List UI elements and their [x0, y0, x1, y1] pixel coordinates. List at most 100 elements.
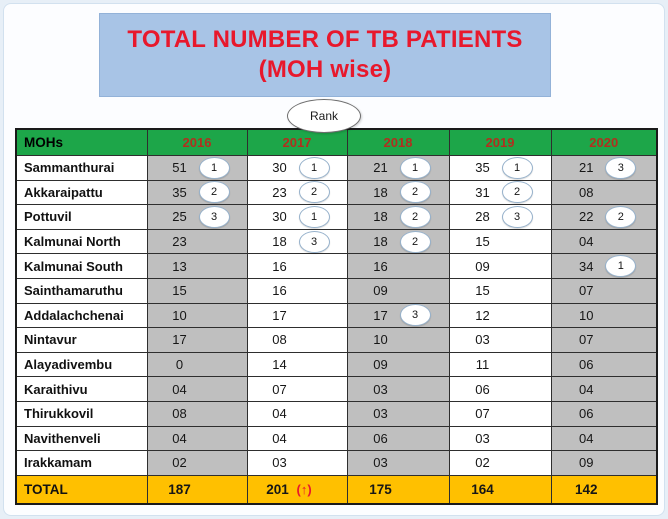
tb-count-cell: 15	[448, 228, 552, 255]
rank-circle: 2	[399, 181, 431, 204]
year-column-header: 2017	[246, 128, 348, 156]
year-column-header: 2019	[448, 128, 552, 156]
tb-count-cell: 04	[550, 228, 658, 255]
tb-count-value: 15	[475, 234, 490, 250]
tb-count-value: 03	[272, 455, 287, 471]
moh-name-cell: Alayadivembu	[15, 351, 148, 378]
tb-count-cell: 03	[246, 450, 348, 476]
rank-circle: 3	[198, 205, 230, 228]
rank-legend-label: Rank	[309, 109, 338, 123]
tb-count-value: 09	[579, 455, 594, 471]
tb-count-value: 07	[579, 283, 594, 299]
tb-count-cell: 51 1	[146, 155, 248, 181]
table-row: Kalmunai North 23 18 3 18 2 15 04	[15, 228, 658, 255]
tb-count-cell: 34 1	[550, 253, 658, 279]
tb-count-value: 18	[272, 234, 287, 250]
tb-count-value: 06	[373, 430, 388, 446]
total-label-cell: TOTAL	[15, 474, 148, 505]
tb-count-value: 03	[373, 455, 388, 471]
tb-count-value: 23	[172, 234, 187, 250]
table-row: Irakkamam 02 03 03 02 09	[15, 450, 658, 476]
tb-count-value: 04	[272, 430, 287, 446]
tb-count-cell: 02	[146, 450, 248, 476]
tb-count-value: 51	[172, 160, 187, 176]
slide: TOTAL NUMBER OF TB PATIENTS (MOH wise) R…	[3, 3, 665, 516]
tb-count-cell: 21 1	[346, 155, 450, 181]
table-row: Alayadivembu 0 14 09 11 06	[15, 351, 658, 378]
moh-name-cell: Kalmunai North	[15, 228, 148, 255]
total-row: TOTAL 187 201 (↑) 175 164 142	[15, 474, 658, 505]
tb-count-cell: 08	[550, 179, 658, 206]
tb-count-cell: 15	[448, 277, 552, 304]
tb-count-value: 15	[475, 283, 490, 299]
tb-count-value: 04	[172, 430, 187, 446]
rank-circle: 1	[399, 156, 431, 179]
tb-count-cell: 09	[550, 450, 658, 476]
total-value: 201	[266, 481, 289, 497]
tb-count-value: 09	[373, 283, 388, 299]
tb-count-cell: 21 3	[550, 155, 658, 181]
tb-count-value: 16	[373, 258, 388, 274]
table-header-row: MOHs 2016 2017 2018 2019 2020	[15, 128, 658, 156]
rank-circle: 3	[298, 230, 330, 253]
tb-count-cell: 18 2	[346, 228, 450, 255]
tb-count-value: 16	[272, 258, 287, 274]
tb-count-value: 21	[579, 160, 594, 176]
tb-count-cell: 14	[246, 351, 348, 378]
table-row: Sammanthurai 51 1 30 1 21 1 35 1 21 3	[15, 155, 658, 181]
tb-count-cell: 13	[146, 253, 248, 279]
tb-count-cell: 23	[146, 228, 248, 255]
tb-count-value: 03	[373, 381, 388, 397]
tb-count-value: 06	[579, 406, 594, 422]
moh-name-cell: Kalmunai South	[15, 253, 148, 279]
tb-count-value: 08	[272, 332, 287, 348]
title-line-1: TOTAL NUMBER OF TB PATIENTS	[127, 26, 523, 53]
tb-count-cell: 12	[448, 302, 552, 329]
tb-count-cell: 04	[550, 376, 658, 402]
rank-circle: 1	[501, 156, 533, 179]
rank-circle: 1	[298, 156, 330, 179]
tb-count-value: 30	[272, 160, 287, 176]
tb-count-value: 21	[373, 160, 388, 176]
moh-column-header: MOHs	[15, 128, 148, 156]
tb-count-cell: 15	[146, 277, 248, 304]
year-column-header: 2016	[146, 128, 248, 156]
table-row: Kalmunai South 13 16 16 09 34 1	[15, 253, 658, 279]
tb-count-value: 09	[475, 258, 490, 274]
tb-count-value: 30	[272, 209, 287, 225]
rank-legend-badge: Rank	[287, 99, 361, 133]
rank-circle: 3	[399, 304, 431, 327]
tb-count-cell: 07	[246, 376, 348, 402]
tb-count-value: 04	[579, 430, 594, 446]
tb-count-value: 34	[579, 258, 594, 274]
rank-circle: 1	[198, 156, 230, 179]
tb-count-cell: 08	[146, 400, 248, 427]
moh-name-cell: Akkaraipattu	[15, 179, 148, 206]
title-line-2: (MOH wise)	[258, 56, 392, 83]
tb-count-value: 07	[475, 406, 490, 422]
tb-count-value: 35	[172, 184, 187, 200]
tb-count-cell: 10	[550, 302, 658, 329]
moh-name-cell: Addalachchenai	[15, 302, 148, 329]
tb-count-value: 06	[475, 381, 490, 397]
tb-count-value: 04	[579, 234, 594, 250]
tb-count-value: 04	[272, 406, 287, 422]
tb-count-value: 17	[373, 307, 388, 323]
tb-count-cell: 03	[346, 400, 450, 427]
total-value: 187	[168, 481, 191, 497]
table-row: Addalachchenai 10 17 17 3 12 10	[15, 302, 658, 329]
tb-count-value: 02	[475, 455, 490, 471]
tb-count-cell: 35 2	[146, 179, 248, 206]
tb-count-cell: 25 3	[146, 204, 248, 230]
tb-count-value: 12	[475, 307, 490, 323]
moh-name-cell: Pottuvil	[15, 204, 148, 230]
table-row: Thirukkovil 08 04 03 07 06	[15, 400, 658, 427]
rank-circle: 2	[298, 181, 330, 204]
tb-count-value: 08	[172, 406, 187, 422]
tb-count-value: 03	[373, 406, 388, 422]
tb-count-cell: 17	[146, 327, 248, 353]
tb-count-cell: 18 3	[246, 228, 348, 255]
tb-count-cell: 17	[246, 302, 348, 329]
tb-count-cell: 23 2	[246, 179, 348, 206]
year-column-header: 2020	[550, 128, 658, 156]
